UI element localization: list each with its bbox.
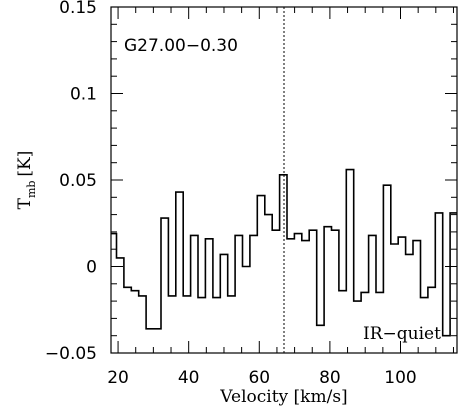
x-tick-labels: 20 40 60 80 100	[107, 368, 416, 388]
x-tick-label: 40	[178, 368, 200, 388]
y-tick-labels: −0.05 0 0.05 0.1 0.15	[45, 0, 97, 364]
y-tick-label: 0.1	[70, 85, 97, 105]
x-tick-label: 60	[248, 368, 270, 388]
y-axis-label: Tmb [K]	[15, 151, 38, 210]
x-tick-label: 20	[107, 368, 129, 388]
y-tick-label: −0.05	[45, 344, 97, 364]
source-label: G27.00−0.30	[124, 36, 238, 56]
spectrum-series	[111, 168, 457, 337]
y-tick-label: 0.05	[59, 171, 97, 191]
axis-ticks	[111, 6, 457, 354]
y-axis-label-main: T	[15, 197, 35, 209]
y-tick-label: 0	[86, 258, 97, 278]
class-label: IR−quiet	[363, 324, 441, 344]
y-axis-label-unit: [K]	[15, 151, 35, 177]
x-axis-label: Velocity [km/s]	[219, 387, 347, 407]
x-tick-label: 100	[384, 368, 416, 388]
x-tick-label: 80	[319, 368, 341, 388]
y-axis-label-sub: mb	[25, 181, 38, 198]
y-tick-label: 0.15	[59, 0, 97, 18]
